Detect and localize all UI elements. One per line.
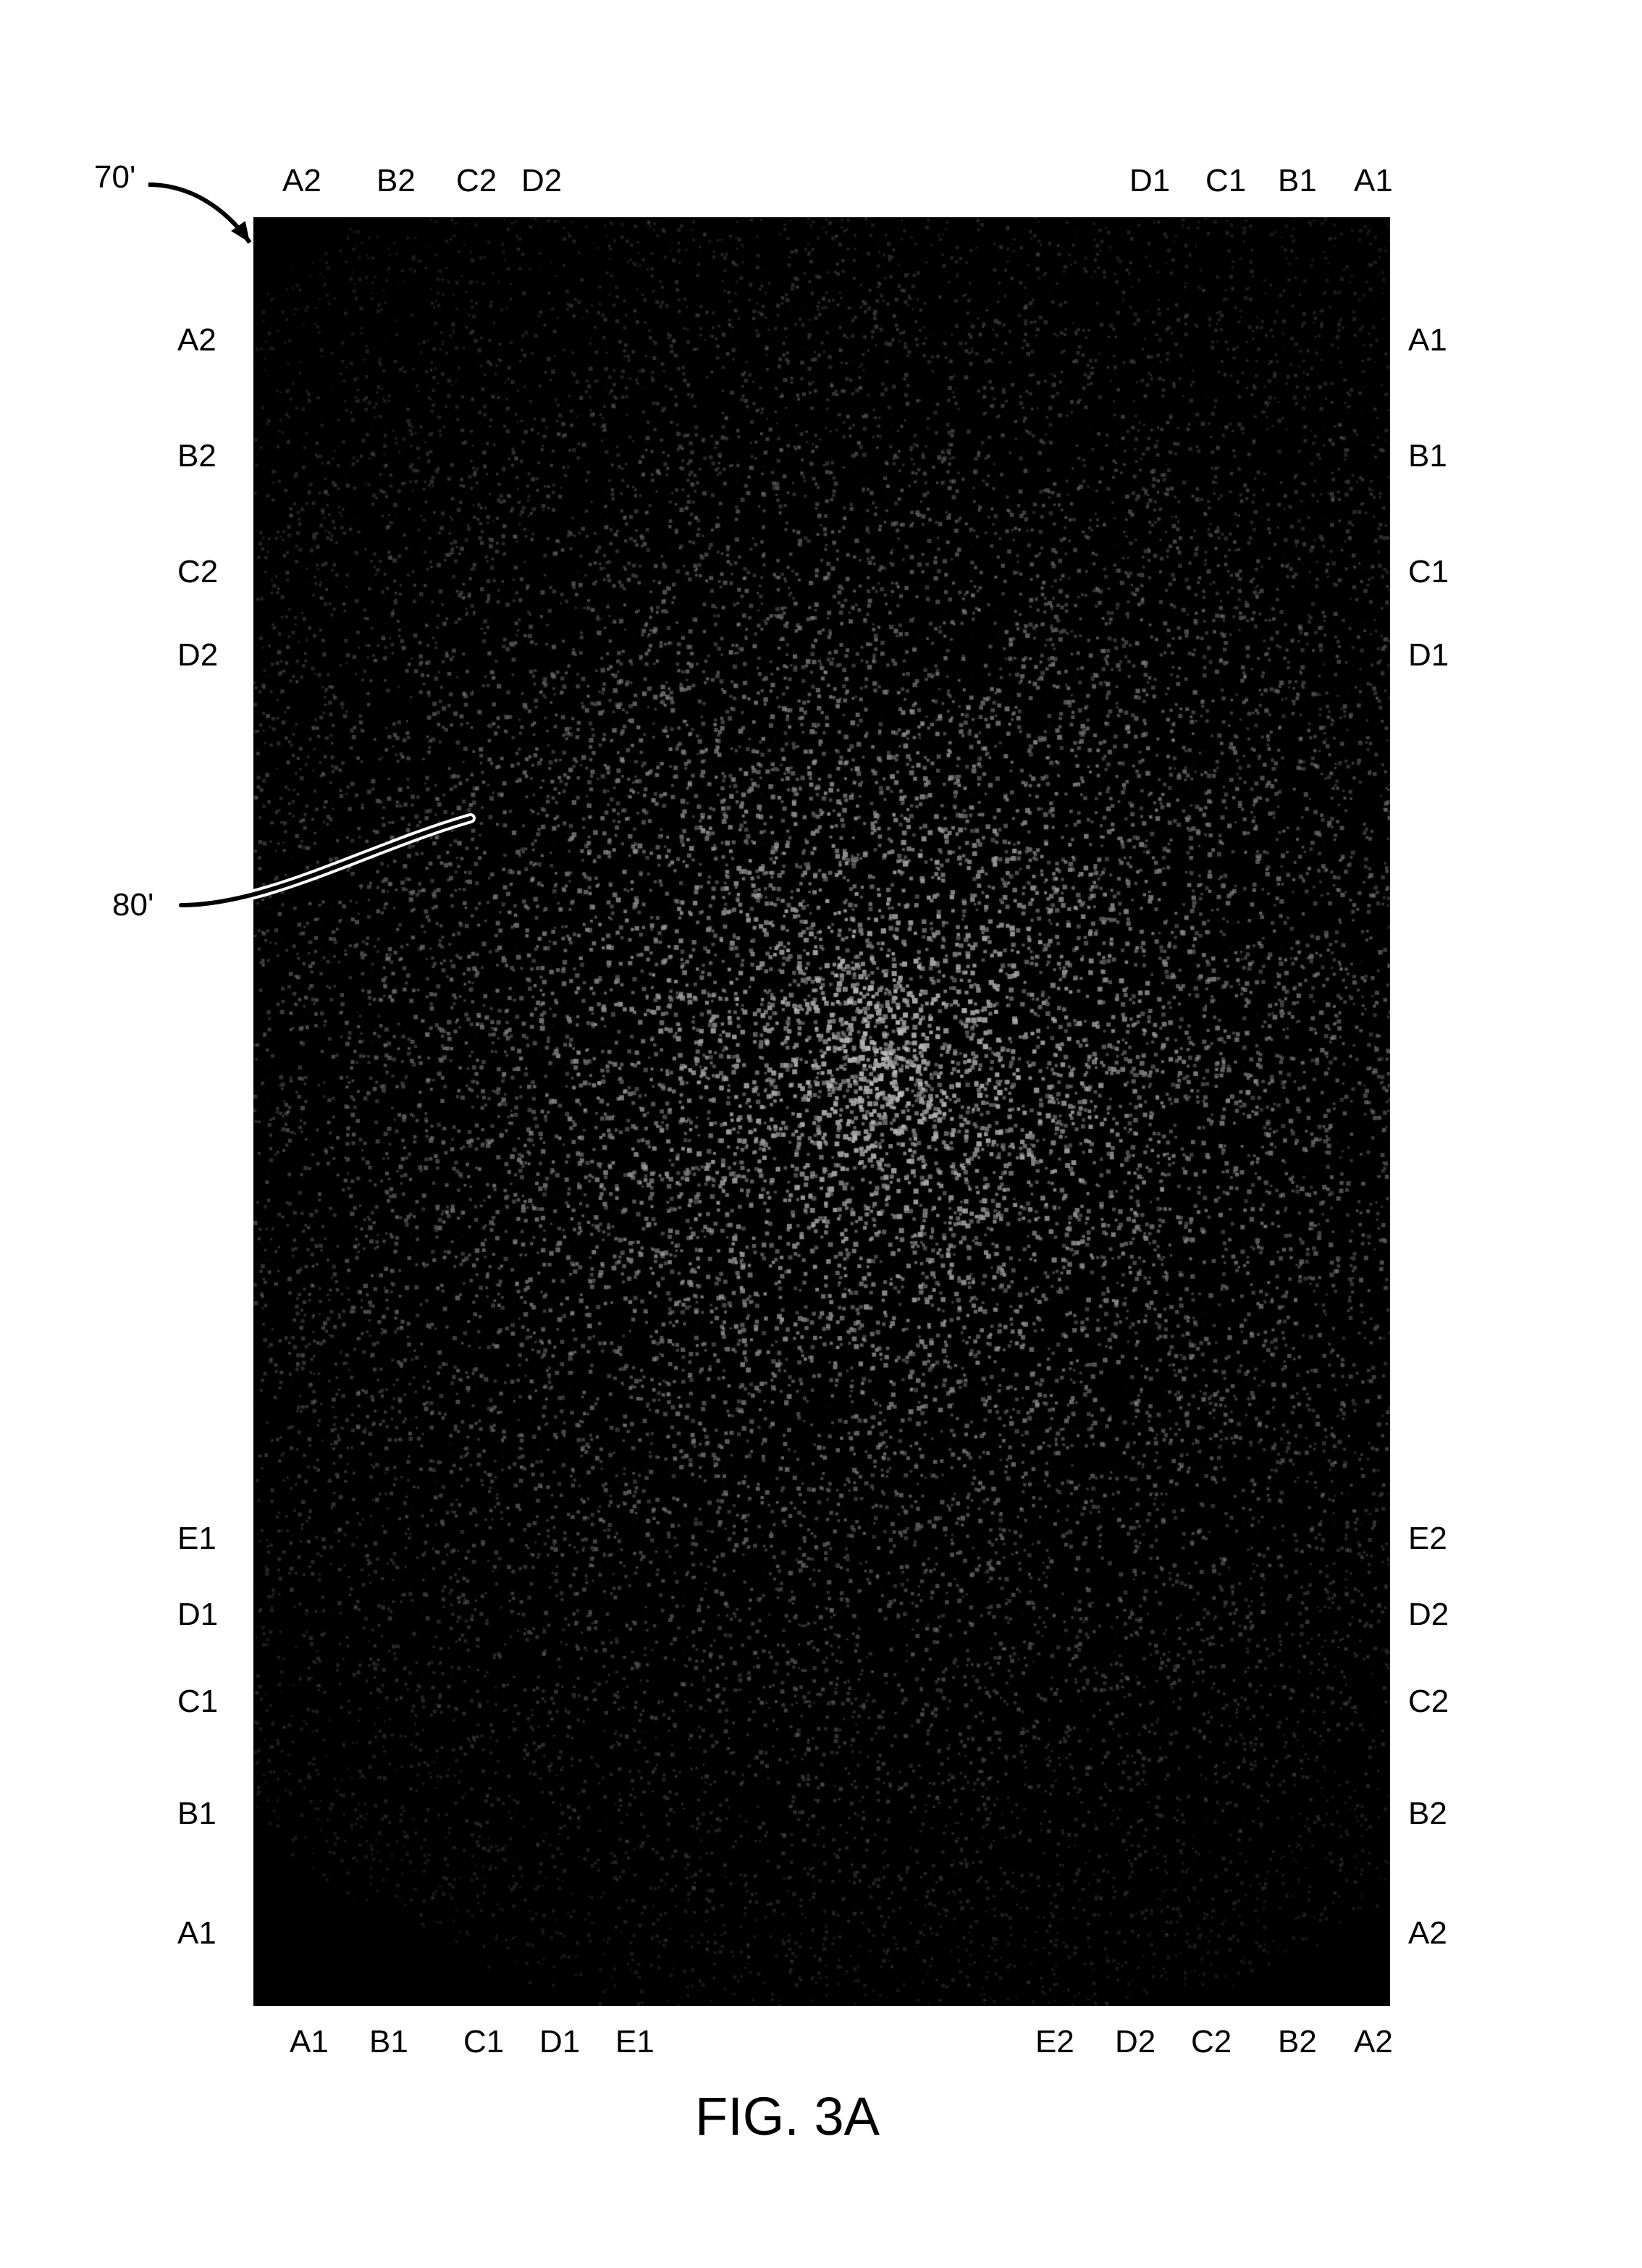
axis-label-top: B2: [376, 163, 416, 199]
axis-label-bottom: E2: [1035, 2024, 1074, 2060]
axis-label-top: A2: [282, 163, 321, 199]
axis-label-right_lower: B2: [1408, 1796, 1447, 1832]
axis-label-left_upper: C2: [177, 554, 218, 590]
axis-label-top: D1: [1129, 163, 1170, 199]
axis-label-top: A1: [1354, 163, 1393, 199]
axis-label-left_lower: E1: [177, 1521, 216, 1557]
axis-label-right_lower: C2: [1408, 1684, 1449, 1720]
axis-label-right_lower: E2: [1408, 1521, 1447, 1557]
axis-label-left_upper: A2: [177, 322, 216, 358]
axis-label-bottom: E1: [615, 2024, 654, 2060]
axis-label-bottom: D1: [539, 2024, 580, 2060]
axis-label-bottom: D2: [1115, 2024, 1155, 2060]
axis-label-right_upper: A1: [1408, 322, 1447, 358]
callout-80-leader: [181, 818, 485, 923]
axis-label-right_lower: D2: [1408, 1597, 1449, 1633]
axis-label-right_lower: A2: [1408, 1915, 1447, 1952]
axis-label-bottom: B2: [1278, 2024, 1317, 2060]
callout-70-label: 70': [94, 159, 135, 196]
axis-label-left_upper: B2: [177, 438, 216, 474]
callout-80-label: 80': [112, 887, 153, 923]
axis-label-top: C2: [456, 163, 497, 199]
axis-label-right_upper: D1: [1408, 637, 1449, 673]
axis-label-left_lower: D1: [177, 1597, 218, 1633]
axis-label-top: C1: [1205, 163, 1246, 199]
axis-label-bottom: A2: [1354, 2024, 1393, 2060]
axis-label-top: B1: [1278, 163, 1317, 199]
axis-label-bottom: C2: [1191, 2024, 1232, 2060]
axis-label-left_lower: B1: [177, 1796, 216, 1832]
speckle-texture: [253, 217, 1390, 2006]
callout-70-arrow: [145, 181, 290, 286]
figure-title: FIG. 3A: [695, 2086, 880, 2147]
axis-label-right_upper: C1: [1408, 554, 1449, 590]
axis-label-top: D2: [521, 163, 562, 199]
diffraction-panel: [253, 217, 1390, 2006]
axis-label-right_upper: B1: [1408, 438, 1447, 474]
axis-label-bottom: B1: [369, 2024, 408, 2060]
axis-label-left_lower: A1: [177, 1915, 216, 1952]
axis-label-bottom: C1: [463, 2024, 504, 2060]
axis-label-left_lower: C1: [177, 1684, 218, 1720]
axis-label-left_upper: D2: [177, 637, 218, 673]
axis-label-bottom: A1: [290, 2024, 329, 2060]
